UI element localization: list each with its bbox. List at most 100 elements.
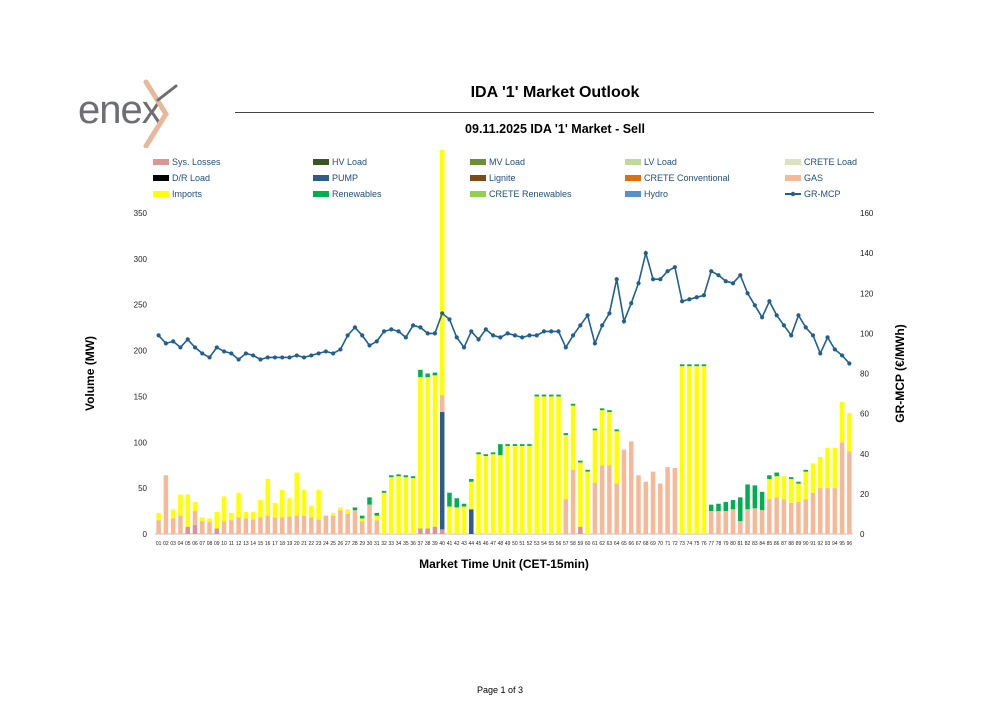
x-tick-label: 10 (221, 541, 227, 547)
bar-imports-15 (258, 500, 263, 518)
x-tick-label: 58 (570, 541, 576, 547)
x-tick-label: 32 (381, 541, 387, 547)
gr-mcp-point-61 (592, 341, 597, 346)
gr-mcp-point-01 (156, 333, 161, 338)
bar-imports-38 (425, 377, 430, 529)
x-tick-label: 87 (781, 541, 787, 547)
y-tick-label: 0 (143, 530, 148, 539)
gr-mcp-point-58 (570, 333, 576, 338)
bar-imports-07 (200, 517, 205, 522)
legend-label-crete-renewables: CRETE Renewables (489, 189, 572, 199)
bar-gas-71 (665, 467, 670, 534)
gr-mcp-point-09 (214, 345, 219, 350)
x-tick-label: 16 (265, 541, 271, 547)
x-tick-label: 19 (287, 541, 293, 547)
bar-imports-58 (570, 405, 576, 470)
x-tick-label: 96 (847, 541, 853, 547)
gr-mcp-point-30 (367, 343, 372, 348)
x-tick-label: 11 (229, 541, 234, 547)
gr-mcp-point-18 (280, 355, 285, 360)
gr-mcp-point-11 (229, 351, 234, 356)
bar-imports-73 (679, 366, 685, 534)
bar-imports-92 (818, 456, 823, 489)
title-divider (235, 112, 874, 113)
y2-tick-label: 140 (860, 249, 874, 258)
x-tick-label: 76 (701, 541, 707, 547)
axis-labels: Volume (MW) GR-MCP (€/MWh) Market Time U… (83, 324, 907, 571)
bar-renewables-81 (738, 497, 743, 522)
x-tick-label: 43 (461, 541, 467, 547)
gr-mcp-point-82 (745, 291, 750, 296)
bar-renewables-80 (730, 500, 736, 510)
legend-swatch-crete-renewables (470, 191, 486, 197)
bar-imports-91 (810, 463, 816, 493)
bar-gas-66 (628, 441, 634, 534)
x-tick-label: 79 (723, 541, 729, 547)
bar-imports-57 (563, 434, 569, 500)
bar-renewables-39 (432, 372, 438, 376)
x-tick-label: 57 (563, 541, 569, 547)
bar-gas-17 (272, 517, 278, 534)
x-tick-label: 66 (628, 541, 634, 547)
gr-mcp-point-69 (650, 277, 656, 282)
legend-label-hydro: Hydro (644, 189, 668, 199)
x-tick-label: 47 (490, 541, 496, 547)
x-tick-label: 37 (418, 541, 424, 547)
bar-gas-25 (330, 515, 336, 534)
y-tick-label: 350 (134, 209, 148, 218)
bar-gas-11 (229, 520, 234, 534)
gr-mcp-point-45 (476, 337, 481, 342)
x-tick-label: 22 (309, 541, 315, 547)
bar-imports-05 (185, 494, 190, 527)
bar-gas-94 (832, 488, 838, 534)
y2-tick-label: 120 (860, 289, 874, 298)
bar-gas-27 (345, 513, 350, 534)
bar-imports-89 (796, 483, 801, 502)
bar-imports-86 (774, 476, 779, 498)
x-tick-label: 51 (519, 541, 525, 547)
gr-mcp-point-10 (221, 349, 227, 354)
bar-imports-14 (250, 511, 256, 520)
bar-sys-losses-38 (425, 528, 430, 534)
gr-mcp-point-57 (563, 345, 568, 350)
legend-label-sys-losses: Sys. Losses (172, 157, 221, 167)
bar-sys-losses-39 (432, 526, 438, 534)
x-tick-label: 54 (541, 541, 547, 547)
gr-mcp-point-74 (687, 297, 692, 302)
gr-mcp-point-34 (396, 329, 401, 334)
bar-renewables-50 (512, 444, 518, 446)
gr-mcp-point-35 (403, 335, 408, 340)
bar-gas-70 (658, 483, 663, 534)
bar-imports-19 (287, 498, 292, 517)
x-tick-label: 67 (636, 541, 642, 547)
legend-label-crete-conv: CRETE Conventional (644, 173, 730, 183)
gr-mcp-point-89 (796, 313, 801, 318)
legend-swatch-renewables (313, 191, 329, 197)
bar-imports-06 (192, 501, 198, 512)
gr-mcp-point-02 (163, 341, 169, 346)
gr-mcp-point-47 (490, 333, 496, 338)
gr-mcp-point-48 (498, 335, 503, 340)
gr-mcp-point-75 (694, 295, 699, 300)
bar-renewables-32 (381, 490, 387, 493)
x-tick-label: 40 (439, 541, 445, 547)
x-tick-label: 77 (708, 541, 714, 547)
gr-mcp-point-20 (294, 353, 299, 358)
bar-renewables-58 (570, 403, 576, 406)
y-tick-label: 150 (134, 392, 148, 401)
bar-imports-46 (483, 456, 489, 534)
legend-label-imports: Imports (172, 189, 203, 199)
x-tick-label: 12 (236, 541, 242, 547)
bar-imports-54 (541, 396, 547, 534)
y2-axis-label: GR-MCP (€/MWh) (893, 324, 907, 422)
bar-renewables-55 (549, 394, 554, 397)
bar-imports-04 (178, 494, 183, 516)
bar-imports-53 (534, 396, 539, 534)
gr-mcp-point-06 (192, 345, 198, 350)
gr-mcp-point-33 (389, 327, 394, 332)
bar-renewables-52 (527, 444, 532, 446)
bar-gas-64 (614, 483, 619, 534)
x-tick-label: 30 (367, 541, 373, 547)
bar-imports-03 (170, 509, 176, 519)
gr-mcp-point-63 (607, 311, 612, 316)
